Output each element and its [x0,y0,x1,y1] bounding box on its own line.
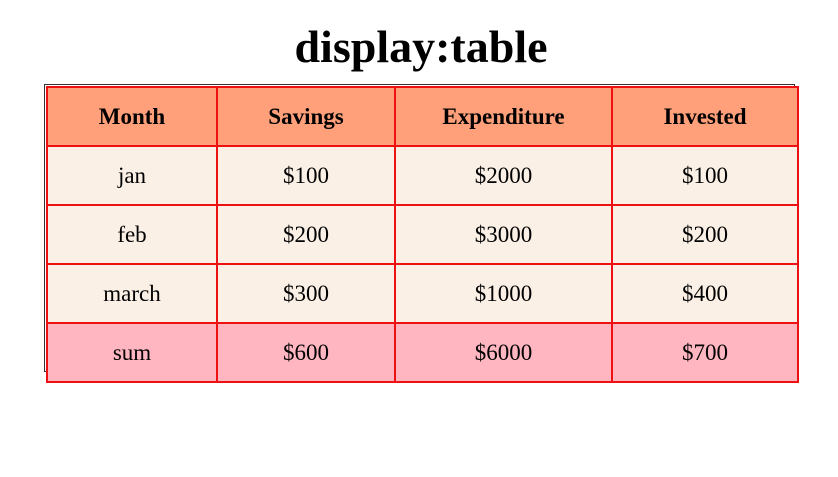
cell-invested: $400 [611,263,799,324]
table-row: march $300 $1000 $400 [46,263,799,324]
cell-expenditure: $1000 [394,263,613,324]
cell-invested: $200 [611,204,799,265]
header-expenditure: Expenditure [394,86,613,147]
page-title: display:table [294,21,548,72]
data-table: Month Savings Expenditure Invested jan $… [46,86,799,383]
cell-savings: $200 [216,204,396,265]
cell-month: jan [46,145,218,206]
header-month: Month [46,86,218,147]
header-invested: Invested [611,86,799,147]
table-sum-row: sum $600 $6000 $700 [46,322,799,383]
cell-month: march [46,263,218,324]
sum-expenditure: $6000 [394,322,613,383]
cell-savings: $100 [216,145,396,206]
cell-expenditure: $2000 [394,145,613,206]
table-row: jan $100 $2000 $100 [46,145,799,206]
cell-invested: $100 [611,145,799,206]
sum-label: sum [46,322,218,383]
sum-savings: $600 [216,322,396,383]
data-table-container: Month Savings Expenditure Invested jan $… [44,84,799,383]
sum-invested: $700 [611,322,799,383]
cell-month: feb [46,204,218,265]
table-row: feb $200 $3000 $200 [46,204,799,265]
header-savings: Savings [216,86,396,147]
table-header-row: Month Savings Expenditure Invested [46,86,799,147]
cell-savings: $300 [216,263,396,324]
cell-expenditure: $3000 [394,204,613,265]
